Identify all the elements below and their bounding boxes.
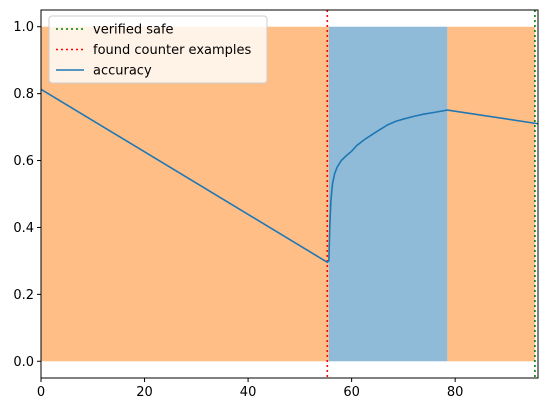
series-lines bbox=[40, 88, 539, 264]
x-tick-label: 0 bbox=[37, 385, 45, 400]
legend-label: verified safe bbox=[93, 23, 174, 38]
y-tick-label: 0.2 bbox=[13, 288, 34, 303]
y-tick-label: 0.8 bbox=[13, 87, 34, 102]
axes-frame bbox=[40, 9, 539, 379]
legend-label: found counter examples bbox=[93, 43, 251, 58]
legend-label: accuracy bbox=[93, 64, 152, 79]
x-axis-ticks: 0 20 40 60 80 bbox=[37, 378, 464, 400]
x-tick-label: 20 bbox=[136, 385, 153, 400]
shaded-region-2 bbox=[447, 26, 535, 362]
y-tick-label: 0.6 bbox=[13, 154, 34, 169]
x-tick-label: 40 bbox=[240, 385, 257, 400]
y-tick-label: 1.0 bbox=[13, 20, 34, 35]
legend: verified safe found counter examples accur… bbox=[48, 15, 268, 84]
series-line-accuracy bbox=[40, 88, 539, 264]
y-tick-label: 0.0 bbox=[13, 355, 34, 370]
x-tick-label: 60 bbox=[343, 385, 360, 400]
shaded-region-1 bbox=[328, 26, 448, 362]
y-axis-ticks: 0.0 0.2 0.4 0.6 0.8 1.0 bbox=[13, 20, 41, 370]
y-tick-label: 0.4 bbox=[13, 221, 34, 236]
x-tick-label: 80 bbox=[447, 385, 464, 400]
vertical-lines bbox=[326, 10, 536, 378]
legend-box bbox=[48, 15, 268, 84]
